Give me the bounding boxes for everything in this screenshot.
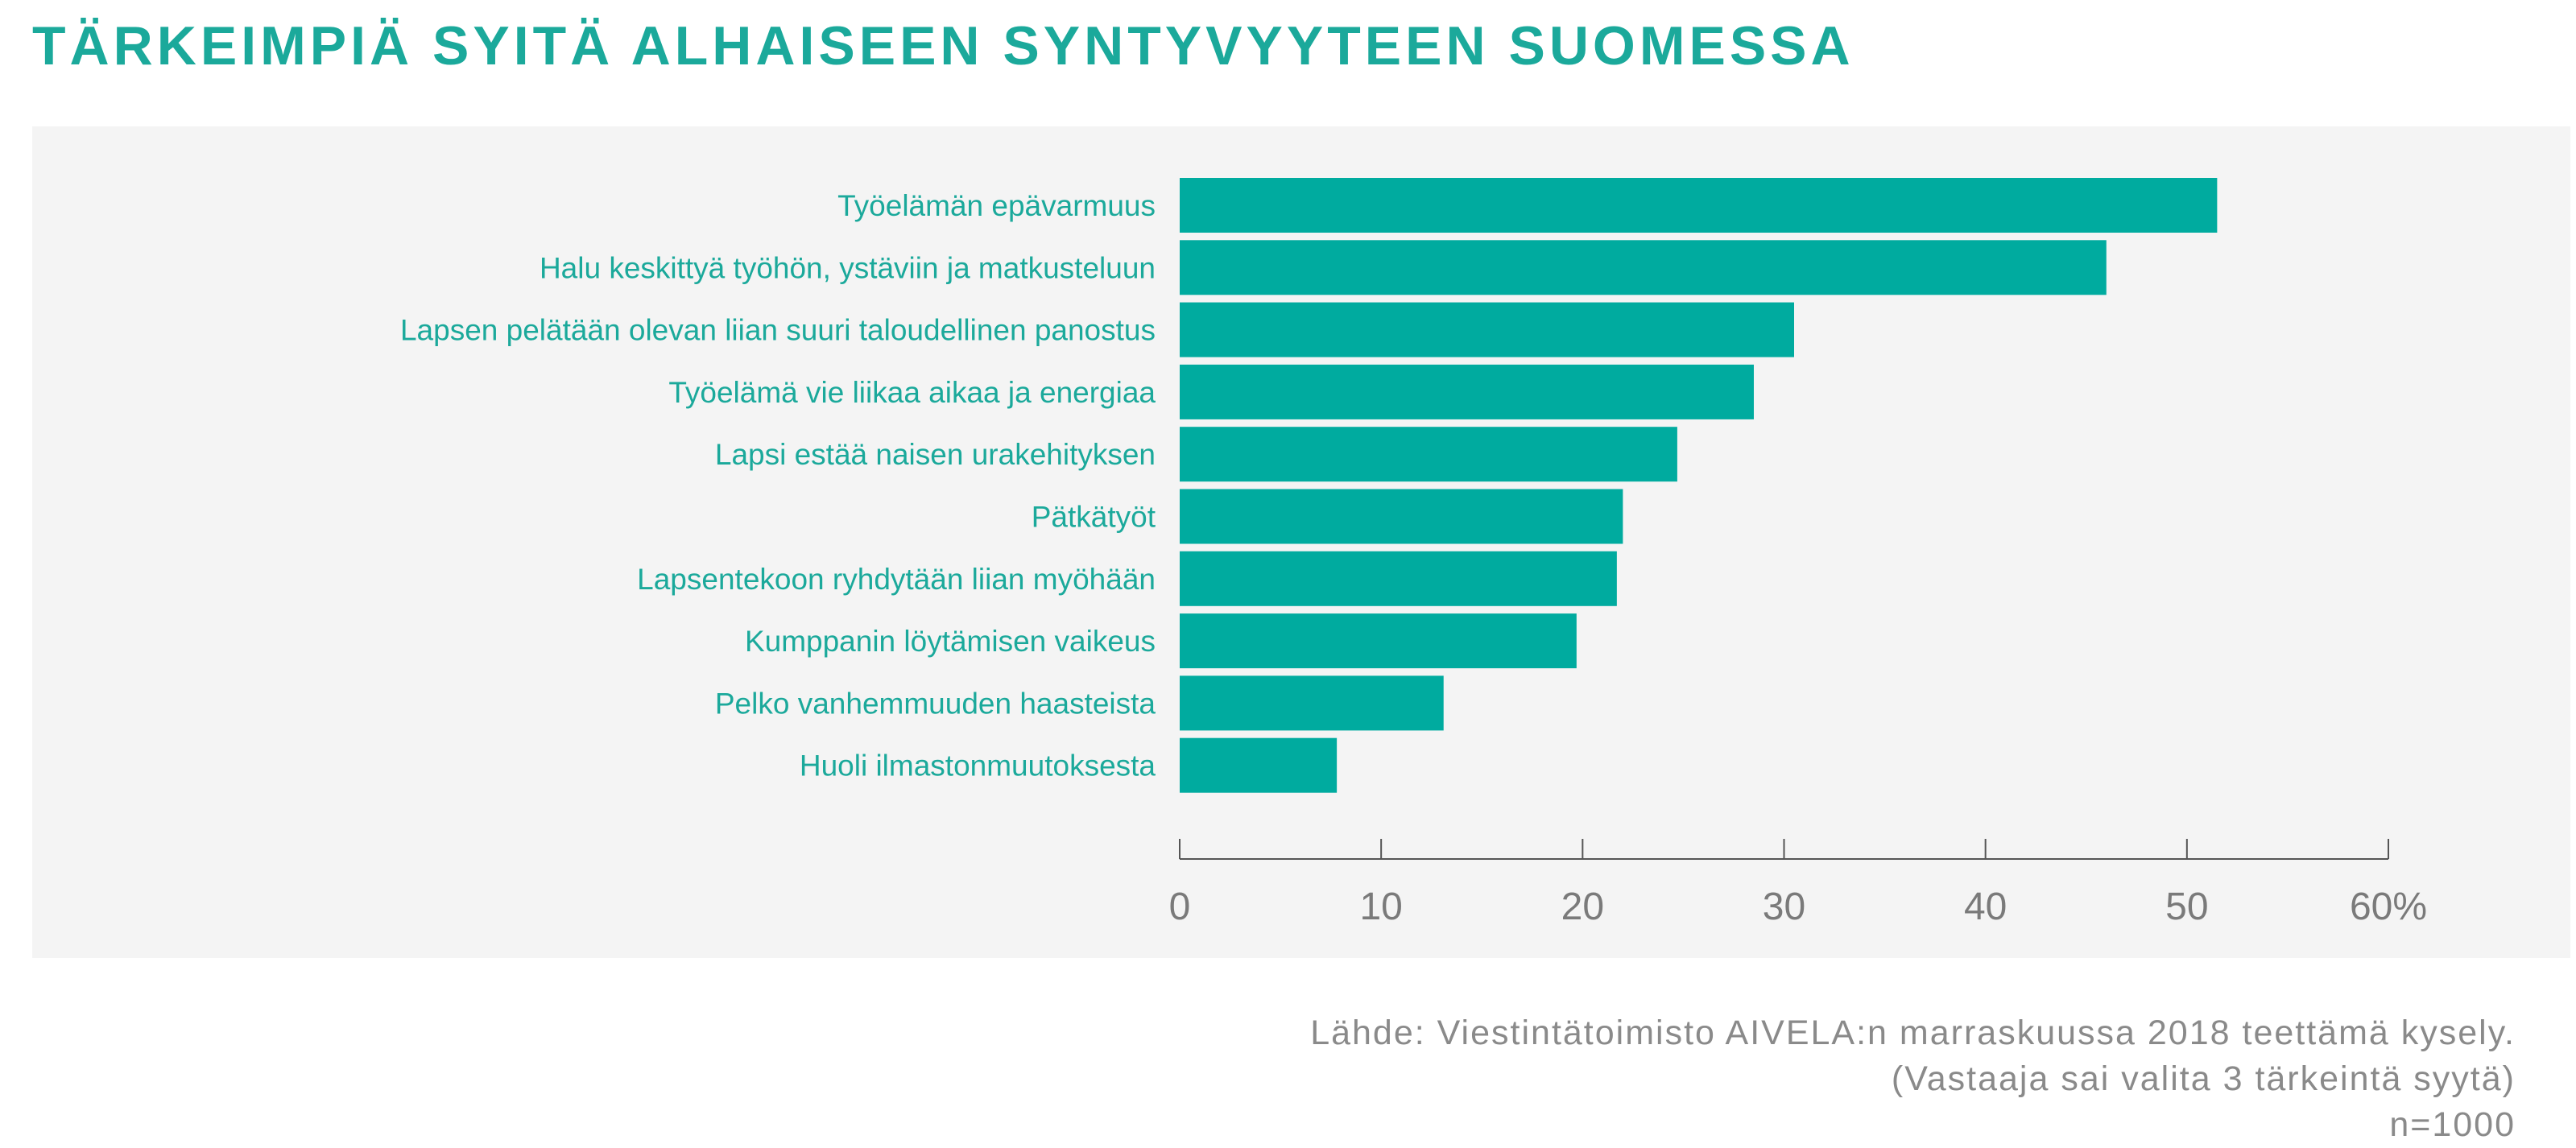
category-label: Pelko vanhemmuuden haasteista bbox=[715, 687, 1156, 720]
selection-note: (Vastaaja sai valita 3 tärkeintä syytä) bbox=[1891, 1059, 2516, 1098]
x-tick-label: 50 bbox=[2165, 886, 2208, 928]
bar bbox=[1180, 489, 1623, 544]
x-tick-label: 10 bbox=[1359, 886, 1402, 928]
category-label: Lapsen pelätään olevan liian suuri talou… bbox=[400, 314, 1156, 347]
category-label: Pätkätyöt bbox=[1032, 501, 1156, 534]
bar bbox=[1180, 675, 1444, 731]
category-label: Työelämä vie liikaa aikaa ja energiaa bbox=[668, 376, 1156, 409]
x-tick-label: 30 bbox=[1763, 886, 1805, 928]
category-label: Lapsentekoon ryhdytään liian myöhään bbox=[637, 563, 1156, 596]
category-label: Huoli ilmastonmuutoksesta bbox=[800, 750, 1156, 783]
category-label: Halu keskittyä työhön, ystäviin ja matku… bbox=[540, 251, 1156, 284]
category-label: Kumppanin löytämisen vaikeus bbox=[745, 625, 1156, 658]
category-label: Lapsi estää naisen urakehityksen bbox=[715, 438, 1156, 471]
source-note: Lähde: Viestintätoimisto AIVELA:n marras… bbox=[1310, 1014, 2516, 1052]
bar bbox=[1180, 178, 2218, 233]
bar bbox=[1180, 364, 1754, 419]
bar bbox=[1180, 240, 2107, 295]
bar bbox=[1180, 737, 1338, 793]
bar bbox=[1180, 551, 1617, 606]
chart-title: TÄRKEIMPIÄ SYITÄ ALHAISEEN SYNTYVYYTEEN … bbox=[32, 15, 1854, 76]
sample-size: n=1000 bbox=[2389, 1105, 2516, 1144]
bar bbox=[1180, 427, 1677, 482]
category-label: Työelämän epävarmuus bbox=[837, 189, 1156, 222]
bar-chart: Työelämän epävarmuus Halu keskittyä työhö… bbox=[400, 178, 2427, 928]
x-tick-label: 40 bbox=[1964, 886, 2007, 928]
chart-panel: Työelämän epävarmuus Halu keskittyä työhö… bbox=[32, 126, 2570, 958]
bar bbox=[1180, 613, 1577, 669]
bar bbox=[1180, 302, 1795, 357]
x-tick-label: 20 bbox=[1561, 886, 1604, 928]
x-tick-label: 0 bbox=[1169, 886, 1191, 928]
x-tick-label: 60% bbox=[2350, 886, 2427, 928]
chart-footer: Lähde: Viestintätoimisto AIVELA:n marras… bbox=[1310, 1010, 2516, 1148]
